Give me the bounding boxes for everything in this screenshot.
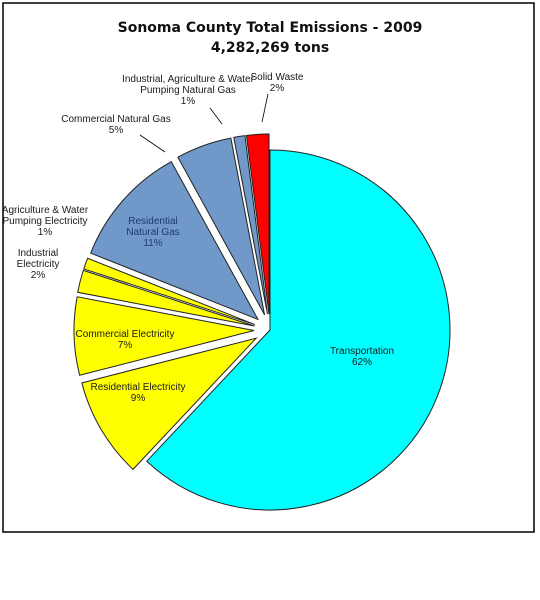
pie — [73, 133, 451, 511]
slice-label: Transportation 62% — [317, 346, 407, 368]
slice-name: Industrial Electricity — [16, 248, 60, 270]
slice-name: Commercial Natural Gas — [61, 114, 171, 125]
slice-value: 2% — [269, 83, 285, 94]
leader-line — [261, 93, 269, 123]
slice-label: Residential Electricity 9% — [88, 382, 188, 404]
slice-name: Transportation — [329, 346, 395, 357]
slice-label: Industrial Electricity 2% — [11, 248, 66, 281]
slice-name: Residential Natural Gas — [126, 216, 180, 238]
slice-name: Solid Waste — [250, 72, 304, 83]
slice-name: Residential Electricity — [90, 382, 186, 393]
slice-value: 11% — [143, 238, 163, 249]
slice-value: 5% — [108, 125, 124, 136]
slice-name: Agriculture & Water Pumping Electricity — [1, 205, 89, 227]
leader-line — [209, 107, 223, 125]
slice-label: Industrial, Agriculture & Water Pumping … — [121, 74, 256, 107]
slice-value: 9% — [130, 393, 146, 404]
slice-name: Commercial Electricity — [75, 329, 175, 340]
pie-slice — [77, 269, 255, 327]
slice-label: Residential Natural Gas 11% — [116, 216, 191, 249]
slice-label: Agriculture & Water Pumping Electricity 1… — [0, 205, 95, 238]
chart-subtitle: 4,282,269 tons — [210, 40, 330, 56]
chart-title: Sonoma County Total Emissions - 2009 — [117, 20, 423, 36]
pie-slice — [177, 137, 266, 316]
slice-value: 2% — [30, 270, 46, 281]
pie-slice — [83, 257, 256, 326]
slice-label: Commercial Electricity 7% — [75, 329, 175, 351]
slice-value: 1% — [180, 96, 196, 107]
pie-slice — [89, 161, 260, 321]
pie-slice — [146, 149, 451, 511]
pie-slice — [233, 135, 268, 315]
slice-value: 7% — [117, 340, 133, 351]
slice-value: 62% — [351, 357, 372, 368]
leader-line — [139, 134, 166, 153]
pie-slice — [81, 337, 258, 471]
pie-slice — [73, 296, 255, 376]
pie-slice — [245, 133, 270, 315]
slice-value: 1% — [37, 227, 53, 238]
slice-label: Commercial Natural Gas 5% — [61, 114, 171, 136]
slice-label: Solid Waste 2% — [247, 72, 307, 94]
chart-frame — [2, 2, 535, 533]
slice-name: Industrial, Agriculture & Water Pumping … — [122, 74, 254, 96]
